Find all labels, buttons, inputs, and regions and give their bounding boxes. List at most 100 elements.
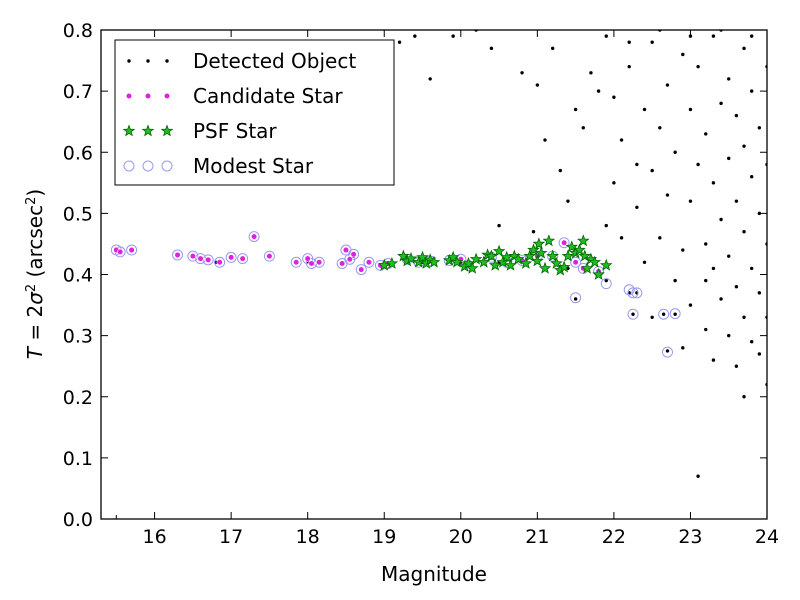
open-circle-point (600, 278, 612, 290)
legend-marker-dot (165, 59, 169, 63)
dot-point (627, 40, 631, 44)
dot-point (596, 89, 601, 93)
circle-point (339, 260, 346, 267)
dot-point (635, 162, 639, 167)
star-point (534, 246, 548, 259)
circle-point (239, 255, 246, 262)
dot-point (727, 77, 731, 81)
dot-point (619, 236, 624, 240)
star-point (523, 249, 537, 262)
open-circle-point (631, 287, 643, 299)
legend-box (114, 39, 395, 186)
star-point (588, 255, 602, 268)
star-point (477, 255, 491, 268)
legend-label-detected: Detected Object (193, 49, 356, 73)
dot-point (635, 205, 639, 209)
y-tick-label: 0.0 (63, 509, 93, 531)
circle-point (342, 246, 350, 254)
circle-point (251, 233, 258, 240)
star-point (565, 240, 579, 253)
dot-point (612, 95, 616, 99)
x-axis-label: Magnitude (381, 562, 487, 586)
legend-marker-circle (125, 92, 133, 100)
dot-point (604, 223, 608, 228)
dot-point (688, 34, 693, 38)
y-tick-label: 0.5 (63, 203, 93, 225)
dot-point (719, 217, 723, 222)
dot-point (757, 352, 762, 356)
dot-point (711, 358, 716, 362)
dot-point (665, 349, 670, 353)
dot-point (742, 144, 746, 148)
legend-label-candidate: Candidate Star (193, 84, 343, 108)
y-tick-label: 0.1 (63, 448, 93, 470)
dot-point (627, 64, 631, 69)
dot-point (757, 211, 762, 216)
dot-point (650, 315, 654, 319)
star-point (592, 267, 605, 280)
circle-point (189, 253, 196, 260)
dot-point (749, 340, 754, 344)
axis-ticks: 16 17 18 19 20 21 22 23 24 0.0 0.1 0.2 0.3 0.4 0.5 0.6 0… (63, 20, 779, 548)
star-point (527, 243, 540, 256)
dot-point (688, 303, 693, 307)
legend-marker-circle (144, 92, 152, 100)
x-tick-label: 23 (678, 526, 702, 548)
dot-point (573, 297, 578, 301)
star-point (557, 260, 571, 273)
y-axis-label: T = 2σ2 (arcsec2) (23, 189, 47, 359)
dot-point (749, 34, 754, 38)
dot-point (642, 260, 647, 264)
star-point (546, 249, 559, 262)
dot-point (734, 285, 739, 289)
dot-point (642, 107, 647, 112)
legend-marker-open-circle (123, 160, 135, 172)
dot-point (665, 193, 670, 197)
dot-point (742, 395, 746, 399)
dot-point (711, 266, 716, 271)
legend-marker-open-circle (142, 160, 154, 172)
dot-point (757, 126, 762, 130)
star-point (412, 255, 426, 268)
y-tick-label: 0.2 (63, 387, 93, 409)
dot-point (604, 278, 608, 283)
x-tick-label: 19 (372, 526, 396, 548)
dot-point (489, 46, 494, 51)
star-point (427, 255, 441, 268)
dot-point (688, 107, 693, 112)
plot-frame (100, 29, 768, 520)
dot-point (658, 236, 662, 240)
dot-point (673, 150, 677, 154)
open-circle-point (570, 292, 582, 304)
star-point (462, 256, 475, 269)
legend-label-modest: Modest Star (193, 154, 314, 178)
dot-point (696, 64, 700, 69)
open-circle-point (263, 250, 275, 262)
legend-marker-star (141, 124, 155, 137)
star-point (404, 251, 418, 264)
y-tick-label: 0.4 (63, 265, 93, 287)
open-circle-point (558, 237, 570, 249)
dot-point (650, 40, 654, 44)
star-point (450, 255, 464, 268)
star-point (538, 261, 552, 274)
dot-point (704, 132, 708, 136)
circle-point (346, 256, 353, 263)
open-circle-point (187, 250, 199, 262)
dot-point (558, 168, 563, 173)
star-point (469, 252, 483, 265)
open-circle-point (363, 256, 375, 268)
legend-marker-dot (127, 59, 131, 63)
x-tick-label: 22 (602, 526, 626, 548)
dot-point (589, 71, 593, 75)
star-point (446, 250, 460, 263)
circle-point (228, 254, 235, 261)
dot-point (566, 199, 570, 203)
open-circle-point (355, 264, 367, 276)
dot-point (719, 297, 723, 301)
dot-point (734, 113, 739, 118)
open-circle-point (661, 346, 673, 358)
circle-point (128, 246, 135, 254)
star-point (532, 237, 546, 250)
